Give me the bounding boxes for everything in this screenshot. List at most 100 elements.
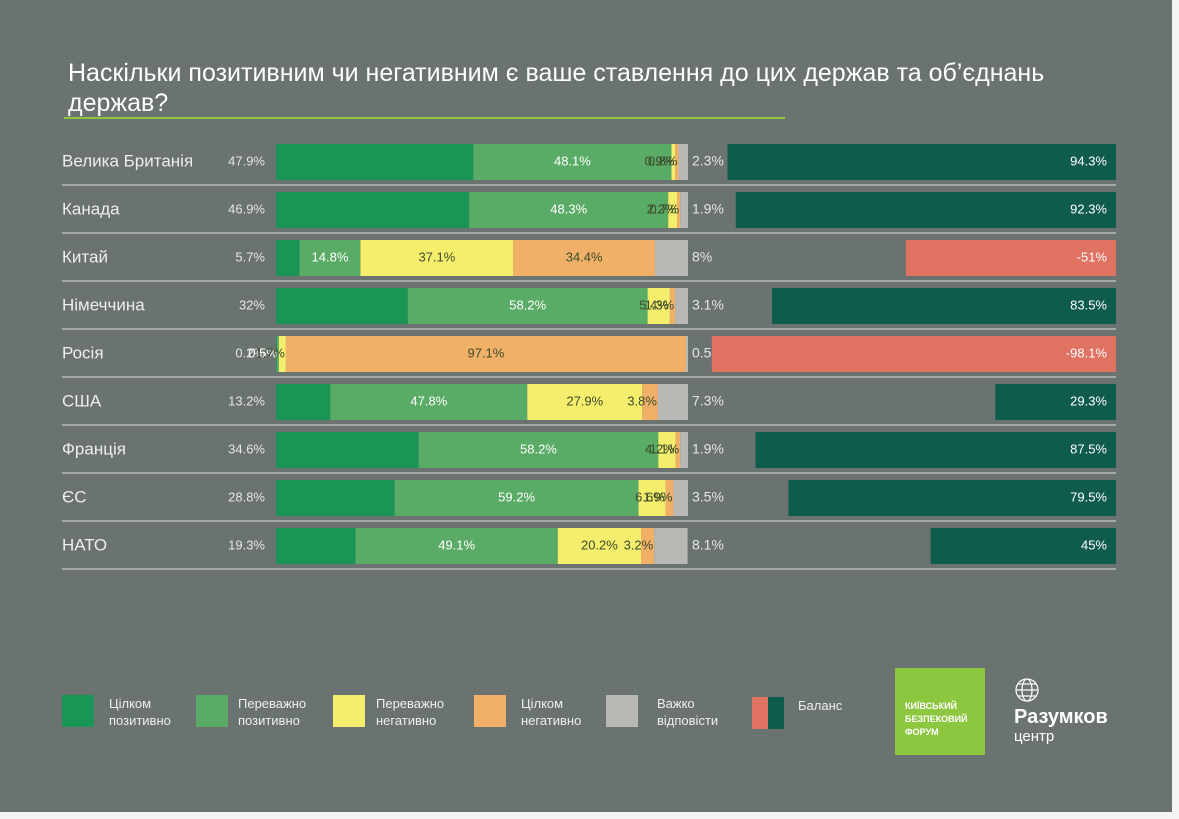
bar-segment xyxy=(669,288,676,324)
legend-label: Баланс xyxy=(798,698,843,713)
bar-segment xyxy=(677,192,681,228)
category-label: Китай xyxy=(62,247,108,266)
bar-segment xyxy=(360,240,514,276)
balance-label: 79.5% xyxy=(1070,489,1107,504)
legend-swatch xyxy=(752,697,768,729)
value-label: 47.9% xyxy=(228,153,265,168)
value-label: 5.4% xyxy=(639,297,669,312)
legend-swatch xyxy=(62,695,94,727)
value-label: 4.2% xyxy=(645,441,675,456)
value-label: 1.1% xyxy=(650,441,680,456)
value-label: 58.2% xyxy=(509,297,546,312)
legend-label: Цілком позитивно xyxy=(109,696,171,728)
value-label: 32% xyxy=(239,297,265,312)
bar-segment xyxy=(675,288,688,324)
balance-label: 94.3% xyxy=(1070,153,1107,168)
bar-segment xyxy=(278,336,286,372)
bar-segment xyxy=(638,480,666,516)
value-label: 1.9% xyxy=(692,441,724,457)
value-label: 27.9% xyxy=(566,393,603,408)
value-label: 0.8% xyxy=(648,153,678,168)
bar-segment xyxy=(668,192,678,228)
balance-label: 83.5% xyxy=(1070,297,1107,312)
bar-segment xyxy=(654,528,688,564)
forum-logo xyxy=(895,668,985,755)
balance-bar xyxy=(930,528,1116,564)
value-label: 1.9% xyxy=(692,201,724,217)
bar-segment xyxy=(680,432,688,468)
value-label: 0.9% xyxy=(645,153,675,168)
balance-label: 87.5% xyxy=(1070,441,1107,456)
balance-bar xyxy=(771,288,1116,324)
legend-label: Переважно позитивно xyxy=(238,696,307,728)
balance-label: 92.3% xyxy=(1070,201,1107,216)
bar-segment xyxy=(276,144,474,180)
value-label: 19.3% xyxy=(228,537,265,552)
value-label: 1.9% xyxy=(643,489,673,504)
value-label: 5.7% xyxy=(235,249,265,264)
balance-bar xyxy=(905,240,1116,276)
value-label: 0.2% xyxy=(235,345,265,360)
bar-segment xyxy=(641,528,655,564)
value-label: 3.1% xyxy=(692,297,724,313)
balance-bar xyxy=(727,144,1116,180)
value-label: 97.1% xyxy=(467,345,504,360)
value-label: 34.4% xyxy=(566,249,603,264)
bar-segment xyxy=(647,288,670,324)
value-label: 3.2% xyxy=(624,537,654,552)
bar-segment xyxy=(655,240,688,276)
value-label: 6.6% xyxy=(635,489,665,504)
legend-swatch xyxy=(196,695,228,727)
bar-segment xyxy=(685,336,688,372)
bar-segment xyxy=(276,336,277,372)
balance-bar xyxy=(711,336,1116,372)
category-label: Росія xyxy=(62,343,104,362)
bar-segment xyxy=(673,480,688,516)
chart-title: Наскільки позитивним чи негативним є ваш… xyxy=(68,59,1045,117)
bar-segment xyxy=(675,144,679,180)
value-label: 14.8% xyxy=(312,249,349,264)
bar-segment xyxy=(557,528,642,564)
bar-segment xyxy=(394,480,639,516)
bar-segment xyxy=(276,528,356,564)
value-label: 0.7% xyxy=(650,201,680,216)
category-label: Велика Британія xyxy=(62,151,193,170)
bar-segment xyxy=(680,192,688,228)
legend-label: Переважно негативно xyxy=(376,696,445,728)
balance-label: -98.1% xyxy=(1066,345,1108,360)
legend-label: Важко відповісти xyxy=(657,696,719,728)
bar-segment xyxy=(527,384,643,420)
bar-segment xyxy=(642,384,658,420)
value-label: 46.9% xyxy=(228,201,265,216)
value-label: 2.3% xyxy=(692,153,724,169)
legend-swatch xyxy=(474,695,506,727)
center-name: Разумков xyxy=(1014,706,1108,728)
legend-swatch xyxy=(768,697,784,729)
value-label: 0.5% xyxy=(248,345,278,360)
balance-label: -51% xyxy=(1077,249,1108,264)
bar-segment xyxy=(665,480,674,516)
value-label: 47.8% xyxy=(410,393,447,408)
value-label: 34.6% xyxy=(228,441,265,456)
bar-segment xyxy=(657,384,688,420)
bar-segment xyxy=(355,528,558,564)
forum-logo-text: КИЇВСЬКИЙ БЕЗПЕКОВИЙ ФОРУМ xyxy=(905,701,968,737)
value-label: 3.5% xyxy=(692,489,724,505)
legend-swatch xyxy=(606,695,638,727)
value-label: 49.1% xyxy=(438,537,475,552)
bar-segment xyxy=(513,240,656,276)
bar-segment xyxy=(276,336,279,372)
category-label: ЄС xyxy=(62,487,87,506)
center-sub: центр xyxy=(1014,728,1055,745)
value-label: 8% xyxy=(692,249,712,265)
category-label: НАТО xyxy=(62,535,107,554)
bar-segment xyxy=(671,144,676,180)
value-label: 48.1% xyxy=(554,153,591,168)
category-label: США xyxy=(62,391,102,410)
balance-label: 45% xyxy=(1081,537,1107,552)
value-label: 7.3% xyxy=(692,393,724,409)
value-label: 13.2% xyxy=(228,393,265,408)
bar-segment xyxy=(276,480,395,516)
bar-segment xyxy=(299,240,361,276)
